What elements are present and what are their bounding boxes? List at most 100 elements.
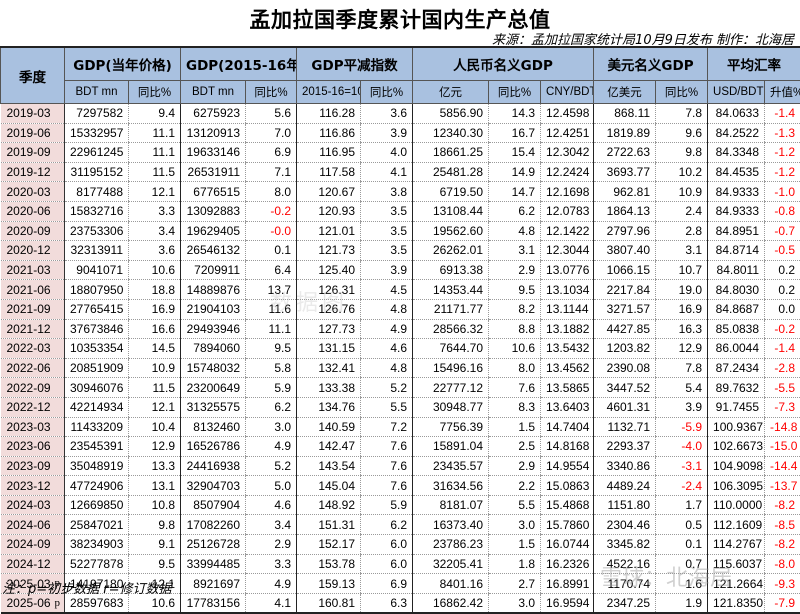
quarter-cell: 2020-03 xyxy=(1,182,65,202)
value-cell: 4522.16 xyxy=(594,554,656,574)
value-cell: -9.3 xyxy=(765,574,800,594)
value-cell: 13.5432 xyxy=(541,339,594,359)
value-cell: 6.4 xyxy=(246,260,297,280)
subheader-cell: 2015-16=100 xyxy=(297,81,361,104)
value-cell: 1819.89 xyxy=(594,123,656,143)
quarter-label: 2022-12 xyxy=(7,400,51,414)
value-cell: -1.2 xyxy=(765,162,800,182)
value-cell: 16526786 xyxy=(181,437,246,457)
value-cell: 25481.28 xyxy=(413,162,489,182)
value-cell: 133.38 xyxy=(297,378,361,398)
value-cell: 24416938 xyxy=(181,456,246,476)
value-cell: 5.5 xyxy=(361,397,413,417)
value-cell: 20851909 xyxy=(65,358,129,378)
quarter-label: 2020-06 xyxy=(7,204,51,218)
quarter-label: 2023-03 xyxy=(7,420,51,434)
header-gdp-current: GDP(当年价格) xyxy=(65,47,181,81)
value-cell: 0.7 xyxy=(656,554,708,574)
value-cell: 0.5 xyxy=(656,515,708,535)
value-cell: -8.5 xyxy=(765,515,800,535)
value-cell: 4.8 xyxy=(361,358,413,378)
value-cell: 5.2 xyxy=(246,456,297,476)
quarter-cell: 2023-06 xyxy=(1,437,65,457)
quarter-label: 2019-12 xyxy=(7,165,51,179)
value-cell: 3.4 xyxy=(246,515,297,535)
subheader-cell: BDT mn xyxy=(65,81,129,104)
value-cell: 4.6 xyxy=(246,495,297,515)
value-cell: 7.6 xyxy=(361,476,413,496)
value-cell: 2.7 xyxy=(489,574,541,594)
value-cell: 35048919 xyxy=(65,456,129,476)
quarter-label: 2019-09 xyxy=(7,145,51,159)
value-cell: 10.7 xyxy=(656,260,708,280)
quarter-cell: 2021-12 xyxy=(1,319,65,339)
value-cell: 3.3 xyxy=(129,201,181,221)
subheader-cell: 同比% xyxy=(489,81,541,104)
value-cell: 5.8 xyxy=(246,358,297,378)
value-cell: 14.9 xyxy=(489,162,541,182)
value-cell: -0.0 xyxy=(246,221,297,241)
value-cell: 9.1 xyxy=(129,535,181,555)
value-cell: 5.2 xyxy=(361,378,413,398)
value-cell: 6.3 xyxy=(361,593,413,613)
value-cell: 5.0 xyxy=(246,476,297,496)
value-cell: 11.1 xyxy=(129,123,181,143)
value-cell: 2797.96 xyxy=(594,221,656,241)
value-cell: 3.5 xyxy=(361,221,413,241)
value-cell: 12669850 xyxy=(65,495,129,515)
value-cell: 9.6 xyxy=(656,123,708,143)
value-cell: 1.7 xyxy=(656,495,708,515)
value-cell: 3.5 xyxy=(361,241,413,261)
value-cell: 9041071 xyxy=(65,260,129,280)
value-cell: 2.9 xyxy=(489,260,541,280)
value-cell: 9.5 xyxy=(246,339,297,359)
value-cell: 47724906 xyxy=(65,476,129,496)
value-cell: 84.9333 xyxy=(708,182,765,202)
quarter-label: 2021-03 xyxy=(7,263,51,277)
value-cell: 7.8 xyxy=(656,358,708,378)
value-cell: 1.9 xyxy=(656,593,708,613)
value-cell: 1203.82 xyxy=(594,339,656,359)
value-cell: -13.7 xyxy=(765,476,800,496)
value-cell: 42214934 xyxy=(65,397,129,417)
value-cell: 7297582 xyxy=(65,104,129,124)
quarter-cell: 2023-09 xyxy=(1,456,65,476)
value-cell: 32205.41 xyxy=(413,554,489,574)
value-cell: 117.58 xyxy=(297,162,361,182)
value-cell: 16.8991 xyxy=(541,574,594,594)
value-cell: 12.9 xyxy=(129,437,181,457)
value-cell: 120.67 xyxy=(297,182,361,202)
quarter-cell: 2020-09 xyxy=(1,221,65,241)
value-cell: 16.2326 xyxy=(541,554,594,574)
value-cell: 13.4562 xyxy=(541,358,594,378)
value-cell: 8132460 xyxy=(181,417,246,437)
value-cell: 3.6 xyxy=(129,241,181,261)
value-cell: 4.9 xyxy=(246,437,297,457)
value-cell: 91.7455 xyxy=(708,397,765,417)
value-cell: 8.2 xyxy=(489,299,541,319)
subheader-cell: 同比% xyxy=(361,81,413,104)
value-cell: 3807.40 xyxy=(594,241,656,261)
quarter-cell: 2024-06 xyxy=(1,515,65,535)
value-cell: 84.8687 xyxy=(708,299,765,319)
value-cell: 116.86 xyxy=(297,123,361,143)
value-cell: 6.0 xyxy=(361,554,413,574)
value-cell: 23753306 xyxy=(65,221,129,241)
value-cell: 32313911 xyxy=(65,241,129,261)
value-cell: 1.5 xyxy=(489,535,541,555)
value-cell: 4.8 xyxy=(489,221,541,241)
value-cell: 121.8350 xyxy=(708,593,765,613)
value-cell: 140.59 xyxy=(297,417,361,437)
value-cell: 23786.23 xyxy=(413,535,489,555)
value-cell: 3.1 xyxy=(656,241,708,261)
value-cell: 29493946 xyxy=(181,319,246,339)
value-cell: 11.1 xyxy=(129,143,181,163)
value-cell: 11.6 xyxy=(246,299,297,319)
value-cell: 11.5 xyxy=(129,378,181,398)
quarter-label: 2021-12 xyxy=(7,322,51,336)
